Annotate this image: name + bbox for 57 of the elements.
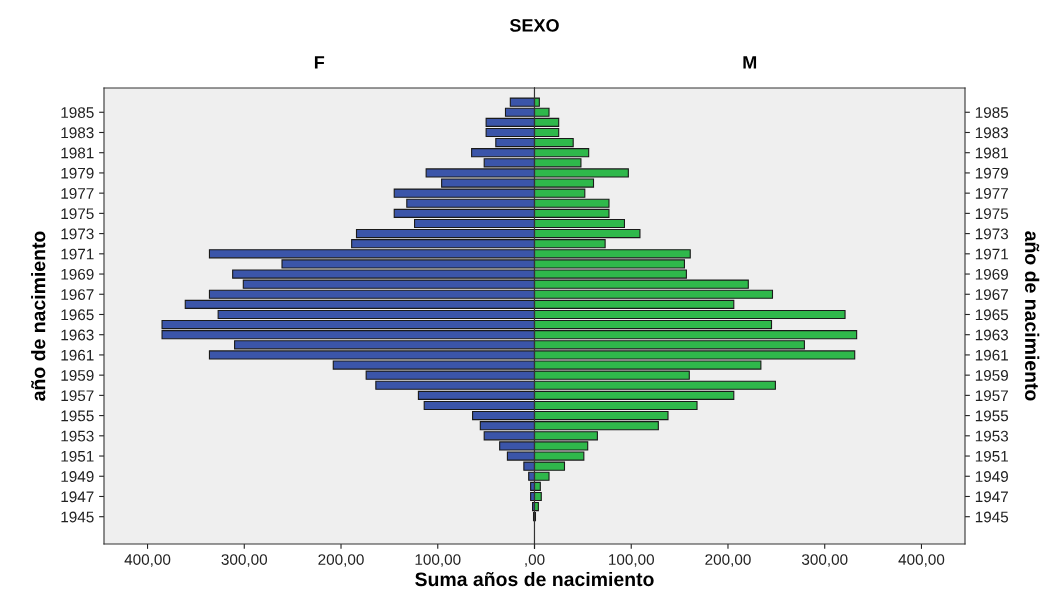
y-tick-label: 1959 xyxy=(61,370,94,381)
y-tick-label: 1985 xyxy=(975,107,1009,118)
y-tick-label: 1979 xyxy=(975,167,1008,179)
y-tick-label: 1967 xyxy=(61,289,94,300)
x-tick-label: 300,00 xyxy=(801,554,848,567)
y-tick-label: 1951 xyxy=(61,450,94,462)
y-tick-label: 1951 xyxy=(975,450,1008,462)
y-tick-label: 1947 xyxy=(975,491,1008,503)
y-tick-label: 1965 xyxy=(975,309,1009,321)
y-tick-label: 1953 xyxy=(61,430,94,442)
y-tick-label: 1959 xyxy=(975,370,1008,381)
y-tick-label: 1957 xyxy=(975,390,1008,402)
x-tick-label: 100,00 xyxy=(609,554,655,567)
y-tick-label: 1949 xyxy=(61,471,94,482)
y-tick-label: 1963 xyxy=(975,329,1009,341)
y-axis-title: año de nacimiento xyxy=(1024,231,1040,401)
y-tick-label: 1969 xyxy=(61,268,94,280)
y-axis-title: año de nacimiento xyxy=(31,231,46,401)
y-tick-label: 1971 xyxy=(61,248,94,260)
y-tick-label: 1975 xyxy=(975,208,1009,220)
y-tick-label: 1977 xyxy=(61,188,94,199)
y-tick-label: 1961 xyxy=(975,349,1008,361)
y-tick-label: 1973 xyxy=(61,228,94,240)
y-tick-label: 1977 xyxy=(975,188,1008,199)
x-tick-label: 200,00 xyxy=(318,554,364,567)
y-tick-label: 1971 xyxy=(975,248,1008,260)
y-tick-label: 1955 xyxy=(975,410,1009,422)
y-tick-label: 1979 xyxy=(61,167,94,179)
y-tick-label: 1975 xyxy=(61,208,94,220)
y-tick-label: 1947 xyxy=(61,491,94,503)
text: SEXO xyxy=(509,19,559,32)
y-tick-label: 1961 xyxy=(61,349,94,361)
y-tick-label: 1953 xyxy=(975,430,1009,442)
y-tick-label: 1965 xyxy=(61,309,94,321)
x-tick-label: 200,00 xyxy=(705,554,751,567)
y-tick-label: 1973 xyxy=(975,228,1009,240)
x-tick-label: ,00 xyxy=(525,554,545,567)
chart-title: M xyxy=(743,56,757,69)
x-axis-title: Suma años de nacimiento xyxy=(415,571,654,587)
y-tick-label: 1983 xyxy=(61,127,94,139)
y-tick-label: 1949 xyxy=(975,471,1008,482)
y-tick-label: 1983 xyxy=(975,127,1009,139)
y-tick-label: 1985 xyxy=(61,107,94,118)
y-tick-label: 1967 xyxy=(975,289,1008,300)
y-tick-label: 1963 xyxy=(61,329,94,341)
y-tick-label: 1955 xyxy=(61,410,94,422)
y-tick-label: 1981 xyxy=(61,147,94,159)
y-tick-label: 1981 xyxy=(975,147,1008,159)
y-tick-label: 1945 xyxy=(61,511,94,523)
x-tick-label: 400,00 xyxy=(124,554,171,567)
y-tick-label: 1945 xyxy=(975,511,1009,523)
chart-title: F xyxy=(314,56,325,69)
x-tick-label: 300,00 xyxy=(221,554,268,567)
y-tick-label: 1957 xyxy=(61,390,94,402)
x-tick-label: 400,00 xyxy=(898,554,945,567)
y-tick-label: 1969 xyxy=(975,268,1008,280)
x-tick-label: 100,00 xyxy=(415,554,461,567)
